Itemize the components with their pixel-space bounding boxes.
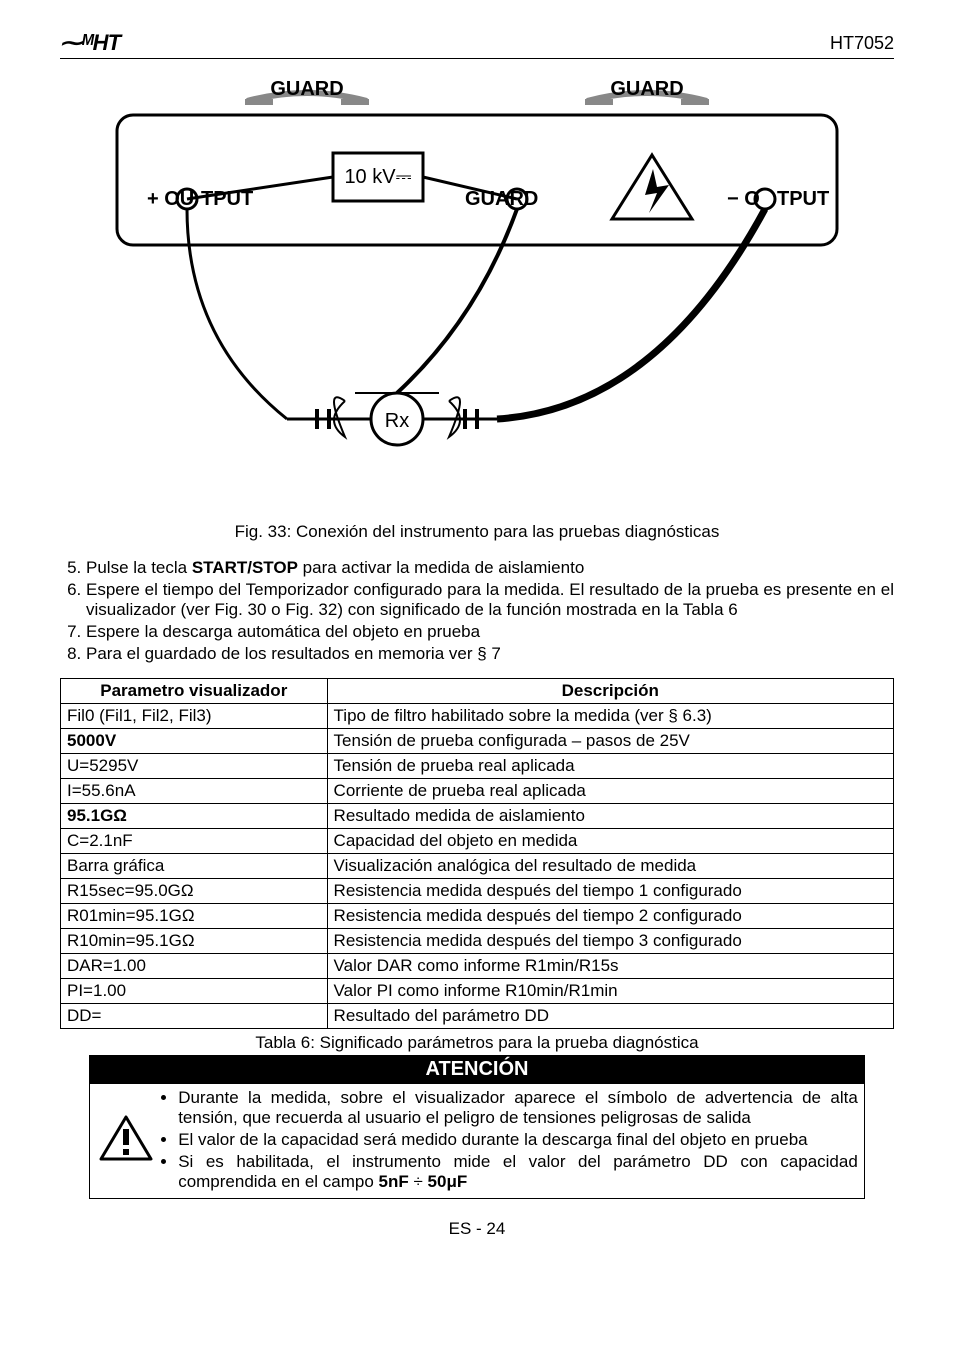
table-head-right: Descripción [327, 679, 893, 704]
model-label: HT7052 [830, 33, 894, 54]
page-footer: ES - 24 [60, 1219, 894, 1239]
svg-text:− O: − O [727, 188, 760, 210]
guard-right-label: GUARD [610, 79, 683, 100]
attention-list: Durante la medida, sobre el visualizador… [156, 1088, 858, 1194]
svg-text:TPUT: TPUT [777, 188, 829, 210]
table-row: I=55.6nACorriente de prueba real aplicad… [61, 779, 894, 804]
step-item: Pulse la tecla START/STOP para activar l… [86, 558, 894, 578]
table-row: R10min=95.1GΩResistencia medida después … [61, 929, 894, 954]
table-caption: Tabla 6: Significado parámetros para la … [60, 1033, 894, 1053]
rx-label: Rx [385, 410, 409, 432]
attention-item: El valor de la capacidad será medido dur… [178, 1130, 858, 1150]
logo: ⁓ᴹHT [60, 30, 120, 56]
table-row: DAR=1.00Valor DAR como informe R1min/R15… [61, 954, 894, 979]
attention-block: ATENCIÓN Durante la medida, sobre el vis… [89, 1055, 865, 1199]
table-row: R01min=95.1GΩResistencia medida después … [61, 904, 894, 929]
table-row: PI=1.00Valor PI como informe R10min/R1mi… [61, 979, 894, 1004]
table-row: DD=Resultado del parámetro DD [61, 1004, 894, 1029]
table-row: Barra gráficaVisualización analógica del… [61, 854, 894, 879]
voltage-label: 10 kV⎓ [344, 166, 411, 188]
figure-caption: Fig. 33: Conexión del instrumento para l… [60, 522, 894, 542]
table-row: C=2.1nFCapacidad del objeto en medida [61, 829, 894, 854]
attention-item: Durante la medida, sobre el visualizador… [178, 1088, 858, 1128]
params-table: Parametro visualizador Descripción Fil0 … [60, 678, 894, 1029]
guard-terminal-label: GUARD [465, 188, 538, 210]
steps-list: Pulse la tecla START/STOP para activar l… [60, 558, 894, 664]
attention-item: Si es habilitada, el instrumento mide el… [178, 1152, 858, 1192]
warning-icon [96, 1115, 156, 1168]
guard-left-label: GUARD [270, 79, 343, 100]
step-item: Espere la descarga automática del objeto… [86, 622, 894, 642]
table-row: U=5295VTensión de prueba real aplicada [61, 754, 894, 779]
table-row: R15sec=95.0GΩResistencia medida después … [61, 879, 894, 904]
table-row: 5000VTensión de prueba configurada – pas… [61, 729, 894, 754]
table-row: 95.1GΩResultado medida de aislamiento [61, 804, 894, 829]
table-head-left: Parametro visualizador [61, 679, 328, 704]
connection-diagram: GUARD GUARD + OU TPUT 10 kV⎓ GUARD − O T… [60, 79, 894, 514]
page-header: ⁓ᴹHT HT7052 [60, 30, 894, 59]
step-item: Espere el tiempo del Temporizador config… [86, 580, 894, 620]
attention-title: ATENCIÓN [89, 1055, 865, 1084]
step-item: Para el guardado de los resultados en me… [86, 644, 894, 664]
table-row: Fil0 (Fil1, Fil2, Fil3)Tipo de filtro ha… [61, 704, 894, 729]
